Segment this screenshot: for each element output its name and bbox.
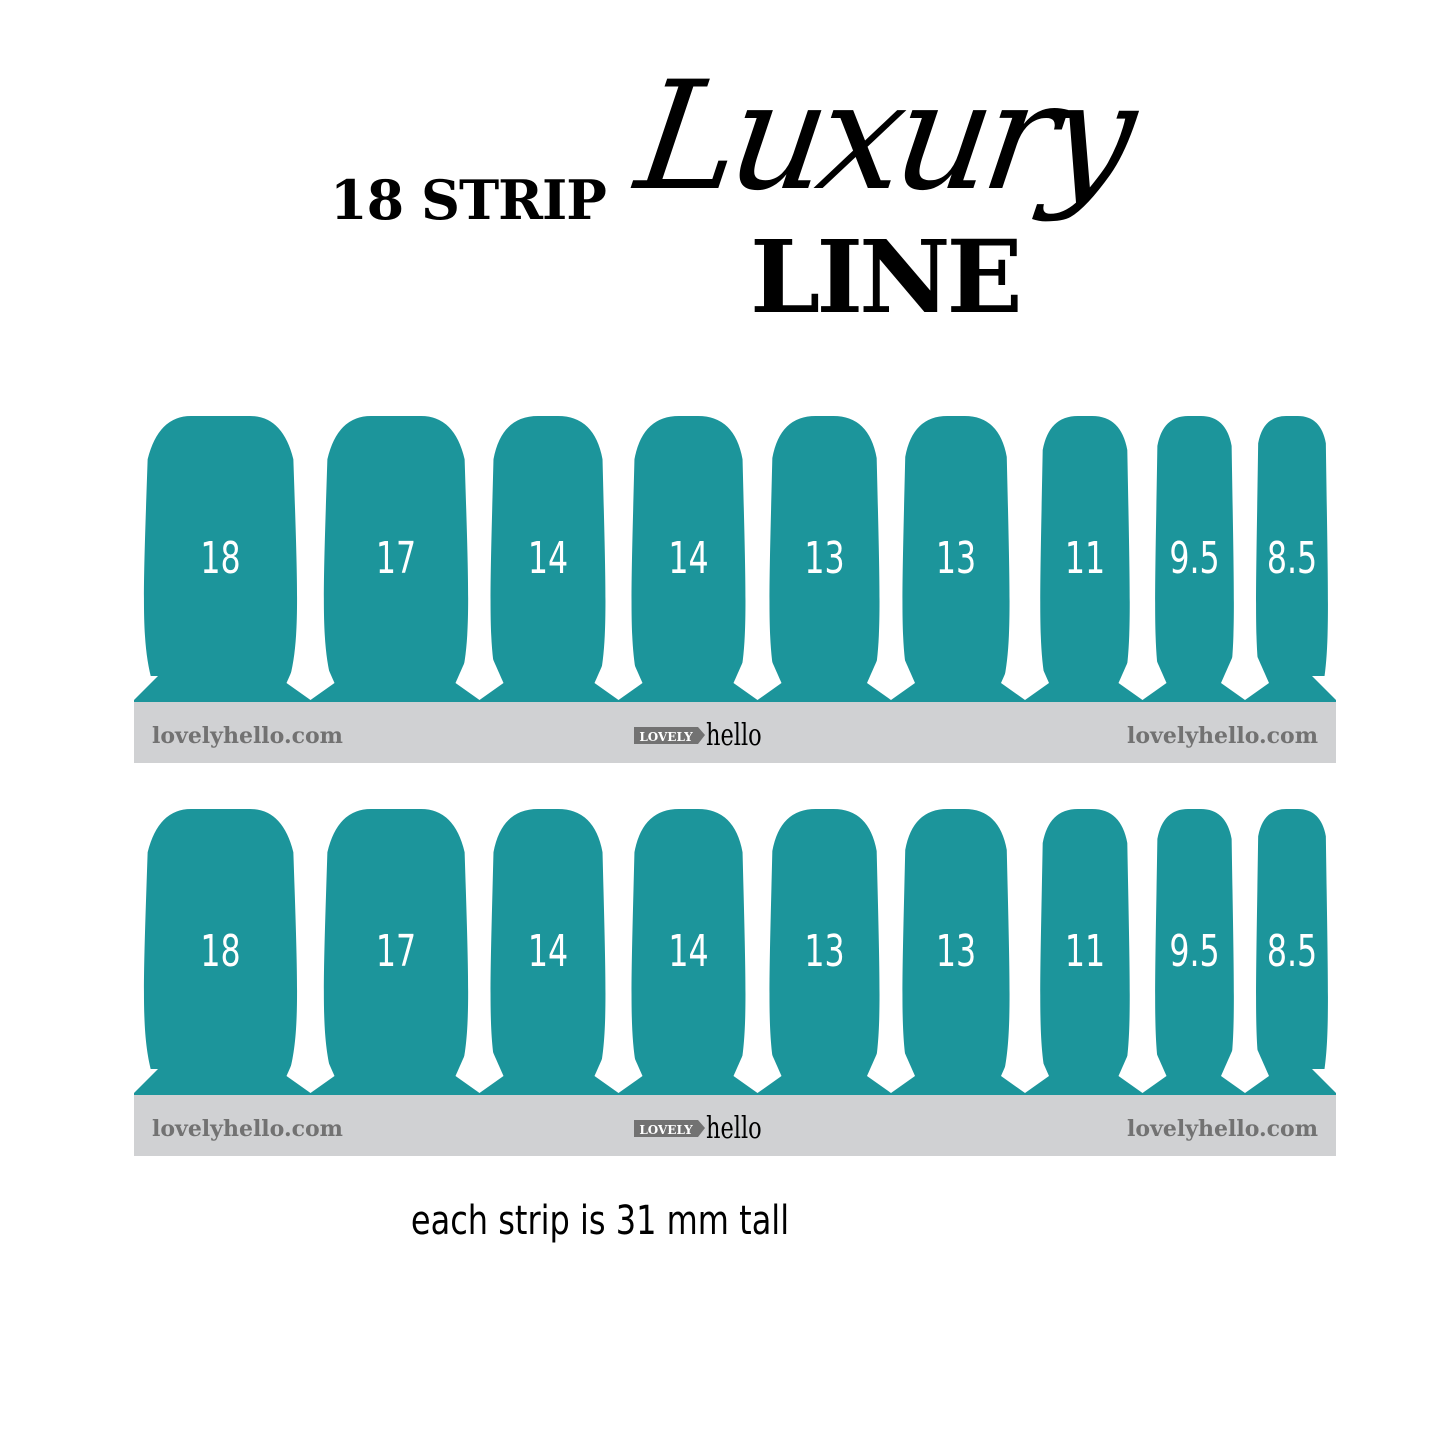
strip-notch — [455, 640, 504, 700]
strip-notch — [1221, 1033, 1269, 1093]
nail-size-label: 9.5 — [1169, 533, 1219, 584]
nail-size-label: 14 — [528, 533, 568, 584]
nail-shape — [1155, 809, 1234, 1075]
nail-shape — [902, 416, 1010, 682]
nail-size-label: 14 — [528, 926, 568, 977]
nail-shape — [902, 809, 1010, 1075]
nail-shape — [1040, 809, 1130, 1075]
nail-shape — [143, 416, 298, 682]
nail-strip: 18 17 14 14 13 13 11 9.5 8.5 lovelyhello.com lovel… — [134, 416, 1336, 763]
nail-size-label: 9.5 — [1169, 926, 1219, 977]
strip-notch — [1001, 1033, 1049, 1093]
nail-shape — [769, 416, 880, 682]
strip-notch — [594, 640, 643, 700]
strip-corner — [1312, 1069, 1336, 1093]
strip-notch — [286, 1033, 335, 1093]
nail-size-label: 13 — [804, 533, 844, 584]
nail-shape — [1155, 416, 1234, 682]
strip-notch — [1118, 1033, 1167, 1093]
nail-size-label: 14 — [668, 926, 708, 977]
strip-notch — [594, 1033, 643, 1093]
nail-shape — [1256, 809, 1328, 1075]
nail-shape — [631, 809, 746, 1075]
nail-shape — [490, 416, 606, 682]
band-url-right: lovelyhello.com — [1127, 1116, 1318, 1142]
strip-notch — [286, 640, 335, 700]
strip-corner — [134, 676, 158, 700]
nail-shape — [769, 809, 880, 1075]
nail-size-label: 13 — [936, 533, 976, 584]
nail-size-label: 17 — [376, 533, 416, 584]
nail-size-label: 11 — [1065, 926, 1105, 977]
logo-box-text: LOVELY — [639, 730, 693, 744]
strip-notch — [1221, 640, 1269, 700]
strip-notch — [733, 1033, 782, 1093]
nail-strip: 18 17 14 14 13 13 11 9.5 8.5 lovelyhello.com lovel… — [134, 809, 1336, 1156]
nail-size-label: 13 — [804, 926, 844, 977]
strip-notch — [867, 1033, 915, 1093]
strip-notch — [867, 640, 915, 700]
nail-shape — [143, 809, 298, 1075]
brand-logo: LOVELY hello — [634, 718, 762, 753]
logo-script-text: hello — [706, 718, 762, 753]
nail-size-label: 14 — [668, 533, 708, 584]
title-suffix: LINE — [750, 218, 1023, 336]
strip-notch — [1001, 640, 1049, 700]
nail-size-label: 18 — [200, 533, 240, 584]
title-prefix: 18 STRIP — [330, 168, 607, 232]
strip-corner — [1312, 676, 1336, 700]
nail-size-label: 13 — [936, 926, 976, 977]
nail-size-label: 8.5 — [1267, 533, 1317, 584]
nail-shape — [323, 416, 469, 682]
logo-box-text: LOVELY — [639, 1123, 693, 1137]
band-url-right: lovelyhello.com — [1127, 723, 1318, 749]
strip-notch — [455, 1033, 504, 1093]
nail-size-label: 17 — [376, 926, 416, 977]
nail-shape — [631, 416, 746, 682]
nail-shape — [1256, 416, 1328, 682]
strip-corner — [134, 1069, 158, 1093]
strip-notch — [1118, 640, 1167, 700]
logo-script-text: hello — [706, 1111, 762, 1146]
nail-size-label: 11 — [1065, 533, 1105, 584]
strip-notch — [733, 640, 782, 700]
nail-shape — [490, 809, 606, 1075]
nail-shape — [1040, 416, 1130, 682]
strip-band — [134, 1095, 1336, 1156]
nail-shape — [323, 809, 469, 1075]
nail-size-label: 8.5 — [1267, 926, 1317, 977]
band-url-left: lovelyhello.com — [152, 1116, 343, 1142]
caption: each strip is 31 mm tall — [410, 1198, 790, 1244]
brand-logo: LOVELY hello — [634, 1111, 762, 1146]
strip-band — [134, 702, 1336, 763]
nail-size-label: 18 — [200, 926, 240, 977]
band-url-left: lovelyhello.com — [152, 723, 343, 749]
